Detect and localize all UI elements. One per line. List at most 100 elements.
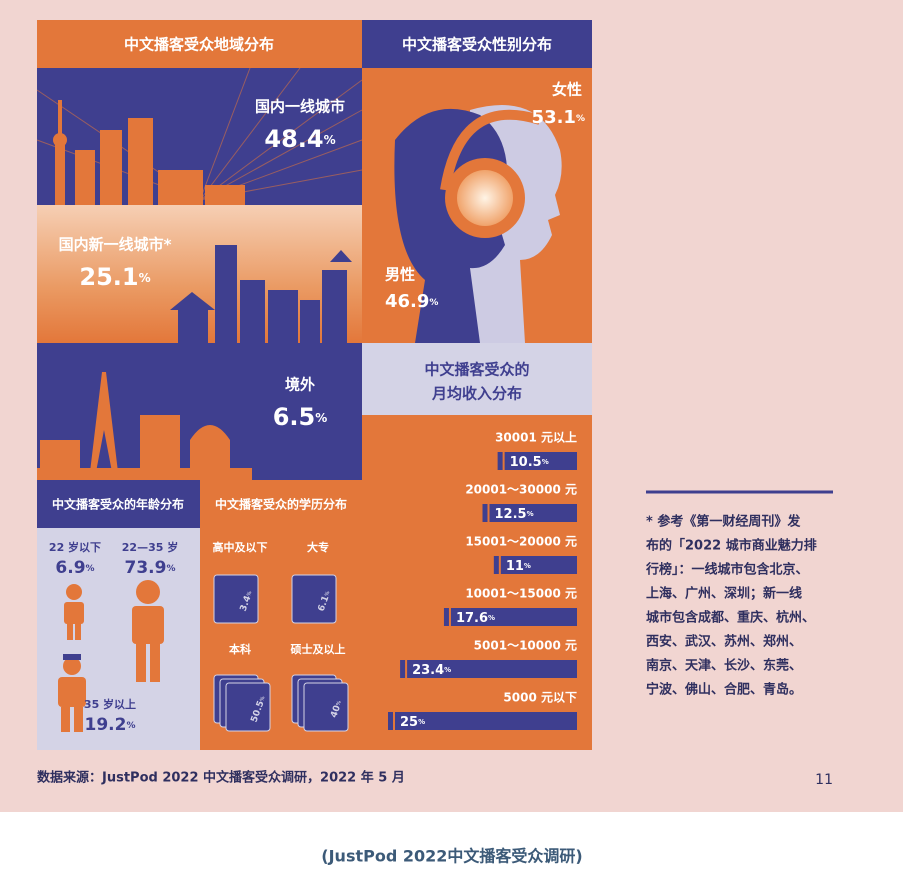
value: 40 [329, 704, 343, 719]
label: 南京、天津、长沙、东莞、 [646, 658, 802, 674]
unit: % [166, 564, 175, 574]
book [303, 682, 349, 732]
unit: % [524, 562, 531, 570]
income-panel [362, 415, 592, 750]
label: 国内一线城市 [255, 98, 345, 116]
value: 6.9 [55, 558, 85, 578]
value-label: 23.4% [412, 663, 451, 678]
unit: % [259, 695, 266, 702]
book [213, 574, 259, 624]
book [291, 574, 337, 624]
label: 女性 [552, 81, 582, 99]
label: 上海、广州、深圳；新一线 [646, 586, 802, 602]
income-bar-gap [448, 608, 451, 626]
unit: % [139, 271, 151, 285]
income-bar [493, 556, 577, 574]
unit: % [324, 590, 331, 597]
income-bar-gap [405, 660, 408, 678]
value: 19.2 [85, 715, 127, 735]
value-label: 10.5% [510, 455, 549, 470]
age-figures [58, 580, 164, 732]
income-bar [482, 504, 577, 522]
label: 22 岁以下 [49, 540, 101, 554]
unit: % [86, 564, 95, 574]
education-header [200, 480, 362, 528]
label: 中文播客受众的年龄分布 [52, 497, 184, 512]
label: (JustPod 2022中文播客受众调研) [321, 847, 582, 866]
headphone-center [457, 170, 513, 226]
book [225, 682, 271, 732]
value-label: 40% [329, 699, 344, 719]
value: 48.4 [264, 125, 323, 153]
label: 高中及以下 [213, 540, 268, 554]
label: 5000 元以下 [503, 691, 577, 705]
value-label: 25.1% [79, 263, 150, 291]
value: 6.5 [273, 403, 316, 431]
income-header [362, 343, 592, 415]
label: * 参考《第一财经周刊》发 [646, 514, 801, 530]
value-label: 73.9% [125, 558, 176, 578]
income-bar-gap [487, 504, 490, 522]
skyline-2 [170, 245, 352, 343]
gender-header [362, 20, 592, 68]
unit: % [576, 114, 585, 124]
label: 中文播客受众的学历分布 [215, 497, 347, 512]
label: 20001～30000 元 [465, 483, 577, 497]
value-label: 48.4% [264, 125, 335, 153]
label: 国内新一线城市* [59, 236, 172, 254]
label: 宁波、佛山、合肥、青岛。 [646, 682, 802, 698]
label: 硕士及以上 [291, 642, 346, 656]
unit: % [324, 133, 336, 147]
unit: % [429, 298, 438, 308]
label: 行榜」：一线城市包含北京、 [645, 562, 809, 578]
value-label: 46.9% [385, 291, 438, 312]
value-label: 12.5% [495, 507, 534, 522]
value-label: 53.1% [532, 107, 585, 128]
unit: % [418, 718, 425, 726]
hat [63, 654, 81, 660]
label: 西安、武汉、苏州、郑州、 [646, 634, 802, 650]
label: 22—35 岁 [122, 540, 178, 554]
age-header [37, 480, 200, 528]
label: 10001～15000 元 [465, 587, 577, 601]
label: 月均收入分布 [431, 385, 522, 403]
income-bar-gap [393, 712, 395, 730]
value-label: 19.2% [85, 715, 136, 735]
unit: % [335, 700, 342, 707]
label: 大专 [307, 540, 329, 554]
value-label: 6.5% [273, 403, 328, 431]
unit: % [246, 590, 253, 597]
label: 男性 [385, 266, 415, 284]
label: 11 [815, 772, 833, 788]
skyline-3 [37, 372, 252, 480]
value: 17.6 [456, 611, 488, 626]
value-label: 25% [400, 715, 425, 730]
label: 中文播客受众的 [424, 361, 529, 379]
value: 73.9 [125, 558, 167, 578]
skyline-1 [53, 100, 245, 205]
value: 11 [506, 559, 524, 574]
income-bar [400, 660, 577, 678]
income-bar [388, 712, 577, 730]
region-header [37, 20, 362, 68]
income-bar-gap [502, 452, 505, 470]
unit: % [315, 411, 327, 425]
value: 25 [400, 715, 418, 730]
income-bar [443, 608, 577, 626]
label: 境外 [285, 376, 315, 394]
value-label: 6.9% [55, 558, 94, 578]
label: 本科 [229, 642, 251, 656]
value-label: 17.6% [456, 611, 495, 626]
value: 12.5 [495, 507, 527, 522]
value-label: 11% [506, 559, 531, 574]
unit: % [444, 666, 451, 674]
value: 53.1 [532, 107, 576, 128]
label: 15001～20000 元 [465, 535, 577, 549]
value: 25.1 [79, 263, 138, 291]
label: 布的「2022 城市商业魅力排 [646, 538, 817, 554]
unit: % [126, 721, 135, 731]
label: 35 岁以上 [84, 697, 136, 711]
unit: % [488, 614, 495, 622]
